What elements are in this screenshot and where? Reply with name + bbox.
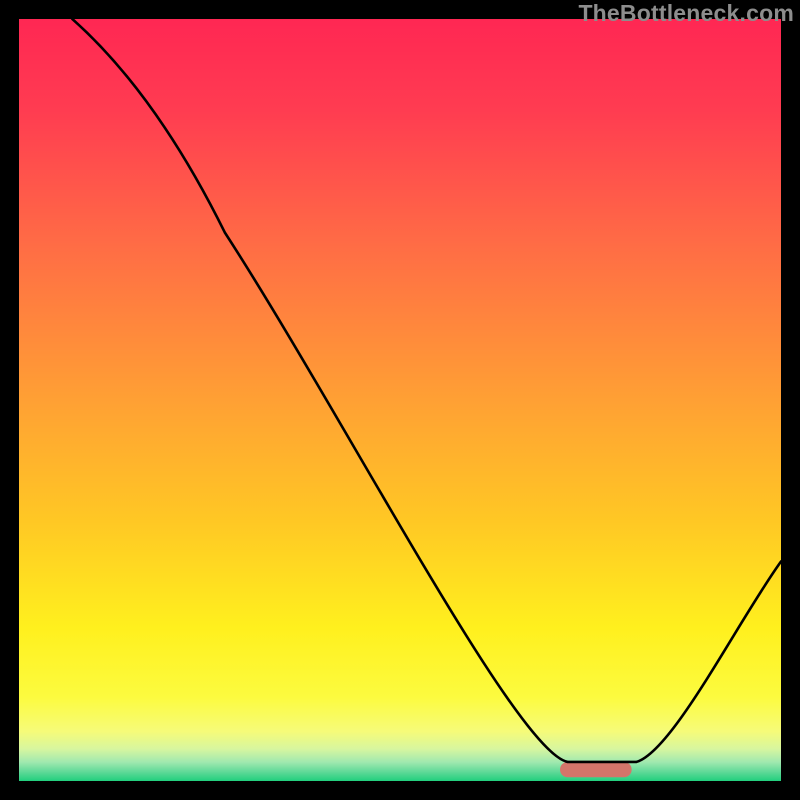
- chart-svg: [19, 19, 781, 781]
- plot-area: [19, 19, 781, 781]
- watermark-text: TheBottleneck.com: [578, 0, 794, 27]
- gradient-bg: [19, 19, 781, 781]
- chart-frame: TheBottleneck.com: [0, 0, 800, 800]
- optimal-marker: [560, 762, 632, 777]
